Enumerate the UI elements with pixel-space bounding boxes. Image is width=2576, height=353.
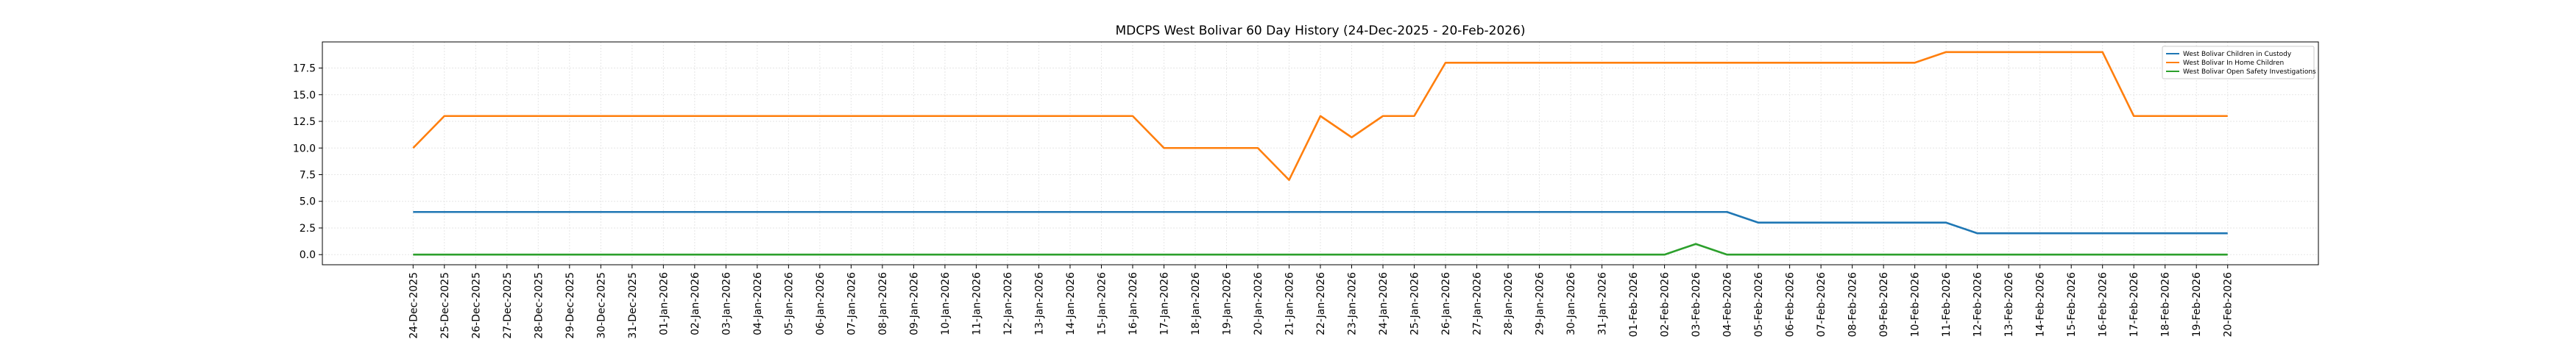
legend-box <box>2162 46 2315 79</box>
x-tick-label: 09-Feb-2026 <box>1878 272 1890 337</box>
x-tick-label: 19-Jan-2026 <box>1221 272 1233 335</box>
x-tick-label: 17-Feb-2026 <box>2129 272 2140 337</box>
y-tick-label: 0.0 <box>300 249 316 261</box>
x-tick-label: 29-Jan-2026 <box>1535 272 1546 335</box>
legend-label: West Bolivar Open Safety Investigations <box>2183 68 2316 76</box>
grid-lines <box>322 42 2318 265</box>
x-tick-label: 04-Jan-2026 <box>752 272 764 335</box>
x-tick-label: 16-Jan-2026 <box>1128 272 1139 335</box>
x-tick-label: 07-Feb-2026 <box>1816 272 1827 337</box>
x-tick-label: 20-Feb-2026 <box>2223 272 2234 337</box>
x-tick-label: 10-Feb-2026 <box>1910 272 1922 337</box>
x-tick-label: 23-Jan-2026 <box>1347 272 1359 335</box>
y-tick-label: 17.5 <box>293 63 316 75</box>
series-line-2 <box>412 51 2228 182</box>
x-tick-label: 06-Jan-2026 <box>815 272 827 335</box>
y-tick-label: 2.5 <box>300 223 316 235</box>
x-tick-label: 08-Jan-2026 <box>877 272 889 335</box>
x-tick-label: 01-Jan-2026 <box>658 272 670 335</box>
y-tick-label: 10.0 <box>293 143 316 154</box>
x-tick-label: 20-Jan-2026 <box>1253 272 1264 335</box>
x-tick-label: 22-Jan-2026 <box>1315 272 1327 335</box>
chart-title: MDCPS West Bolivar 60 Day History (24-De… <box>1115 24 1525 38</box>
legend: West Bolivar Children in Custody West Bol… <box>2162 46 2316 79</box>
x-tick-label: 14-Jan-2026 <box>1065 272 1077 335</box>
x-tick-label: 16-Feb-2026 <box>2098 272 2109 337</box>
x-tick-label: 01-Feb-2026 <box>1628 272 1640 337</box>
x-tick-label: 11-Jan-2026 <box>971 272 983 335</box>
x-tick-label: 12-Feb-2026 <box>1972 272 1984 337</box>
x-tick-label: 24-Jan-2026 <box>1378 272 1390 335</box>
y-tick-label: 15.0 <box>293 90 316 101</box>
x-tick-label: 02-Feb-2026 <box>1660 272 1671 337</box>
x-tick-label: 25-Dec-2025 <box>439 272 451 339</box>
x-tick-label: 31-Dec-2025 <box>627 272 639 339</box>
y-tick-label: 7.5 <box>300 169 316 181</box>
x-tick-label: 27-Jan-2026 <box>1472 272 1484 335</box>
x-tick-label: 15-Feb-2026 <box>2066 272 2078 337</box>
legend-label: West Bolivar Children in Custody <box>2183 51 2292 58</box>
x-tick-label: 13-Feb-2026 <box>2003 272 2015 337</box>
x-tick-label: 10-Jan-2026 <box>940 272 952 335</box>
x-tick-label: 30-Jan-2026 <box>1565 272 1577 335</box>
x-tick-label: 04-Feb-2026 <box>1722 272 1734 337</box>
x-tick-label: 27-Dec-2025 <box>502 272 514 339</box>
x-axis: 24-Dec-2025 25-Dec-2025 26-Dec-2025 27-Dec-… <box>408 265 2234 339</box>
x-tick-label: 07-Jan-2026 <box>846 272 857 335</box>
x-tick-label: 06-Feb-2026 <box>1785 272 1797 337</box>
x-tick-label: 12-Jan-2026 <box>1002 272 1014 335</box>
series-line-1 <box>413 210 2228 235</box>
y-tick-label: 5.0 <box>300 196 316 208</box>
x-tick-label: 02-Jan-2026 <box>690 272 701 335</box>
x-tick-label: 05-Jan-2026 <box>783 272 795 335</box>
x-tick-label: 14-Feb-2026 <box>2035 272 2047 337</box>
legend-label: West Bolivar In Home Children <box>2183 60 2284 67</box>
x-tick-label: 09-Jan-2026 <box>908 272 920 335</box>
x-tick-label: 13-Jan-2026 <box>1033 272 1045 335</box>
x-tick-label: 29-Dec-2025 <box>565 272 576 339</box>
x-tick-label: 08-Feb-2026 <box>1847 272 1859 337</box>
x-tick-label: 05-Feb-2026 <box>1753 272 1765 337</box>
x-tick-label: 11-Feb-2026 <box>1941 272 1953 337</box>
x-tick-label: 28-Jan-2026 <box>1503 272 1515 335</box>
x-tick-label: 18-Feb-2026 <box>2160 272 2172 337</box>
series-lines <box>412 51 2228 256</box>
y-axis: 0.0 2.5 5.0 7.5 10.0 12.5 15.0 17.5 <box>293 63 322 261</box>
x-tick-label: 30-Dec-2025 <box>595 272 607 339</box>
x-tick-label: 19-Feb-2026 <box>2191 272 2203 337</box>
x-tick-label: 25-Jan-2026 <box>1409 272 1421 335</box>
x-tick-label: 03-Feb-2026 <box>1691 272 1702 337</box>
series-line-3 <box>413 243 2228 256</box>
x-tick-label: 26-Dec-2025 <box>470 272 482 339</box>
x-tick-label: 03-Jan-2026 <box>721 272 732 335</box>
y-tick-label: 12.5 <box>293 116 316 128</box>
x-tick-label: 28-Dec-2025 <box>533 272 545 339</box>
x-tick-label: 31-Jan-2026 <box>1597 272 1609 335</box>
x-tick-label: 26-Jan-2026 <box>1440 272 1452 335</box>
x-tick-label: 24-Dec-2025 <box>408 272 420 339</box>
x-tick-label: 18-Jan-2026 <box>1190 272 1202 335</box>
x-tick-label: 17-Jan-2026 <box>1158 272 1170 335</box>
x-tick-label: 15-Jan-2026 <box>1096 272 1108 335</box>
x-tick-label: 21-Jan-2026 <box>1284 272 1295 335</box>
